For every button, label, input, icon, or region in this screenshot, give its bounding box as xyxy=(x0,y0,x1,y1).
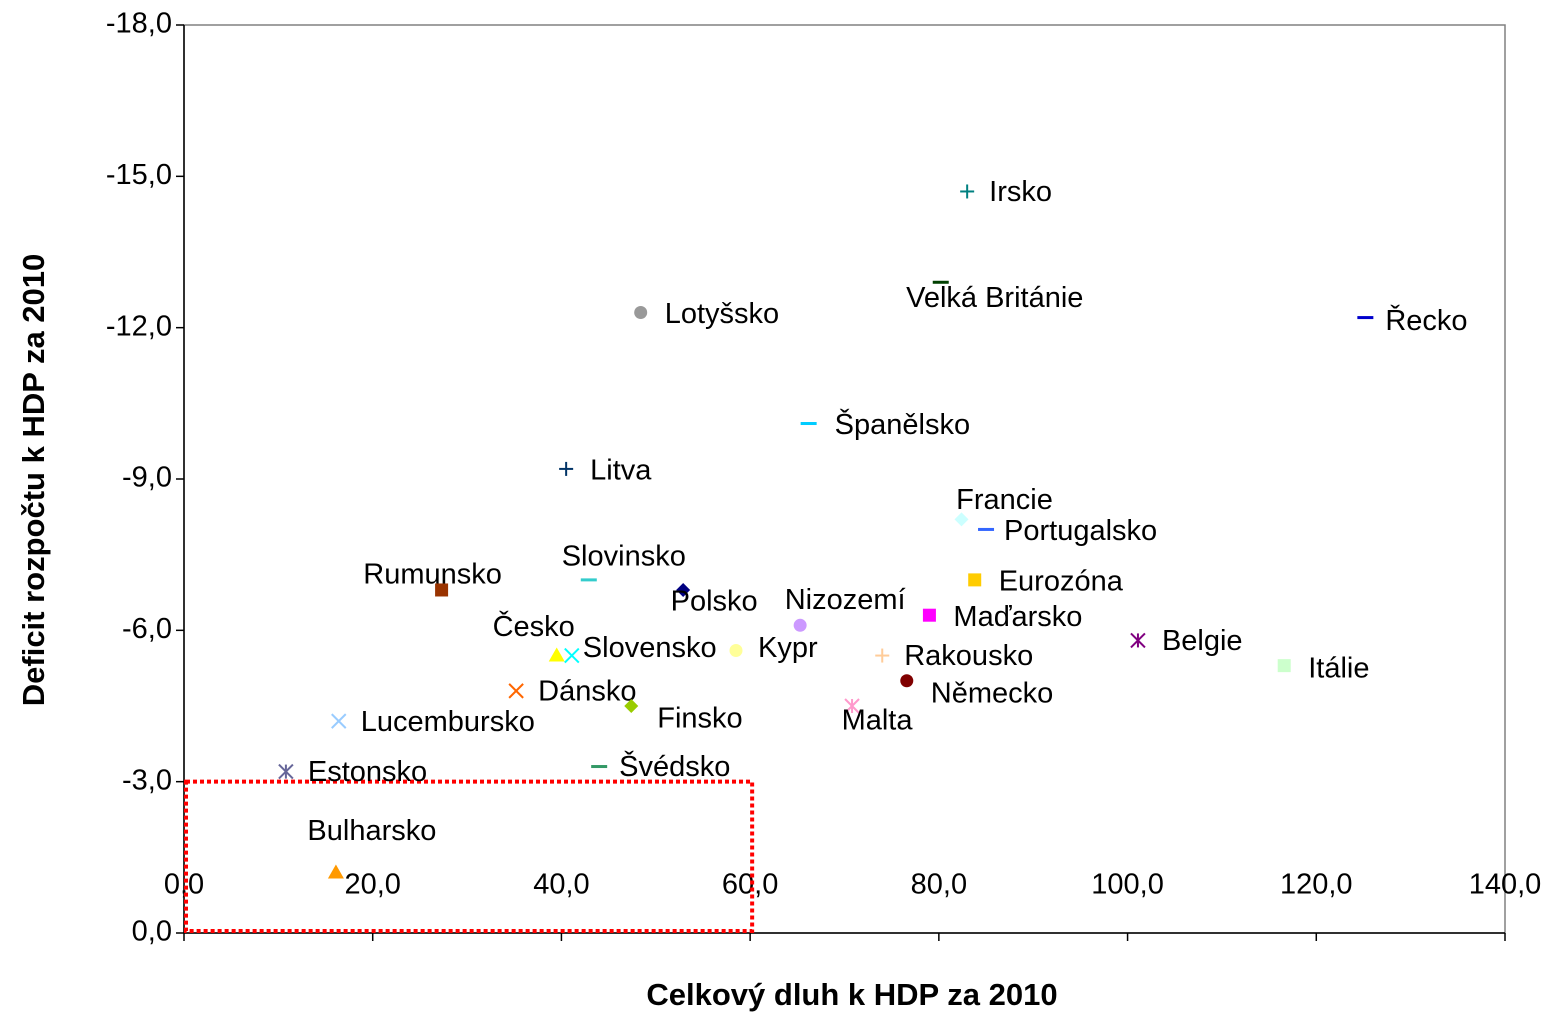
y-tick-label: -6,0 xyxy=(122,613,172,645)
point-label: Malta xyxy=(842,705,914,737)
point xyxy=(634,306,648,320)
y-tick-label: -12,0 xyxy=(106,310,172,342)
point xyxy=(591,765,608,769)
point xyxy=(968,573,982,587)
marker-shape xyxy=(591,765,608,769)
point xyxy=(922,608,936,622)
point xyxy=(327,864,344,879)
point xyxy=(954,512,969,527)
y-tick-label: -3,0 xyxy=(122,764,172,796)
point-label: Německo xyxy=(931,677,1053,709)
point xyxy=(548,647,565,662)
point-label: Česko xyxy=(493,609,575,643)
marker-stroke xyxy=(508,683,524,699)
marker-shape xyxy=(548,647,565,662)
x-tick-label: 120,0 xyxy=(1280,869,1353,901)
point-label: Španělsko xyxy=(835,407,970,441)
plot-area xyxy=(183,24,1506,934)
y-tick-label: -15,0 xyxy=(106,159,172,191)
point-label: Polsko xyxy=(671,586,758,618)
point-label: Finsko xyxy=(657,703,742,735)
y-tick-label: -18,0 xyxy=(106,8,172,40)
point-label: Rakousko xyxy=(904,640,1033,672)
point-label: Rumunsko xyxy=(363,559,502,591)
point-label: Portugalsko xyxy=(1004,515,1157,547)
marker-shape xyxy=(624,699,639,713)
x-tick-label: 100,0 xyxy=(1091,869,1164,901)
point xyxy=(508,683,524,699)
marker-shape xyxy=(676,582,691,597)
marker-shape xyxy=(793,618,807,632)
point xyxy=(844,698,860,714)
marker-shape xyxy=(900,674,914,688)
point xyxy=(800,422,817,426)
point xyxy=(900,674,914,688)
point xyxy=(1357,316,1374,320)
marker-shape xyxy=(978,527,995,531)
point xyxy=(932,280,949,284)
point-label: Eurozóna xyxy=(999,566,1124,598)
point-label: Dánsko xyxy=(538,676,636,708)
marker-shape xyxy=(435,583,449,597)
point-label: Velká Británie xyxy=(906,282,1083,314)
marker-shape xyxy=(954,512,969,527)
x-tick-label: 140,0 xyxy=(1469,869,1542,901)
point-label: Švédsko xyxy=(619,749,730,783)
marker-stroke xyxy=(564,647,580,664)
point xyxy=(960,184,975,199)
marker-shape xyxy=(922,608,936,622)
x-axis-title: Celkový dluh k HDP za 2010 xyxy=(646,977,1057,1012)
point xyxy=(559,461,574,476)
marker-shape xyxy=(1357,316,1374,320)
marker-shape xyxy=(1277,659,1291,673)
point xyxy=(793,618,807,632)
point-label: Slovensko xyxy=(583,632,717,664)
y-tick-label: -9,0 xyxy=(122,462,172,494)
y-tick-label: 0,0 xyxy=(132,916,172,948)
marker-shape xyxy=(932,280,949,284)
point xyxy=(331,713,347,729)
point-label: Bulharsko xyxy=(307,815,436,847)
point xyxy=(875,648,890,663)
point-label: Řecko xyxy=(1385,304,1467,337)
point-label: Lotyšsko xyxy=(665,298,779,330)
point-label: Maďarsko xyxy=(953,601,1082,633)
point xyxy=(435,583,449,597)
point-label: Estonsko xyxy=(308,756,427,788)
point-label: Kypr xyxy=(758,632,818,664)
x-tick-label: 80,0 xyxy=(911,869,967,901)
point xyxy=(1130,632,1146,649)
point-label: Francie xyxy=(956,484,1053,516)
point xyxy=(1277,659,1291,673)
marker-stroke xyxy=(331,713,347,729)
point xyxy=(978,527,995,531)
point-label: Irsko xyxy=(989,176,1052,208)
point xyxy=(729,644,743,658)
x-tick-label: 20,0 xyxy=(344,869,400,901)
marker-shape xyxy=(800,422,817,426)
point xyxy=(624,699,639,713)
marker-shape xyxy=(634,306,648,320)
x-tick-label: 40,0 xyxy=(533,869,589,901)
marker-shape xyxy=(327,864,344,879)
y-axis-title: Deficit rozpočtu k HDP za 2010 xyxy=(16,254,51,707)
marker-shape xyxy=(968,573,982,587)
highlight-box xyxy=(184,779,755,934)
marker-shape xyxy=(729,644,743,658)
point xyxy=(278,763,294,780)
point-label: Lucembursko xyxy=(361,706,535,738)
point-label: Belgie xyxy=(1162,625,1243,657)
point-label: Nizozemí xyxy=(785,584,906,616)
marker-shape xyxy=(580,578,597,582)
point-label: Slovinsko xyxy=(562,541,686,573)
point xyxy=(676,582,691,597)
point-label: Itálie xyxy=(1308,652,1369,684)
point xyxy=(580,578,597,582)
point-label: Litva xyxy=(590,455,652,487)
point xyxy=(564,647,580,664)
